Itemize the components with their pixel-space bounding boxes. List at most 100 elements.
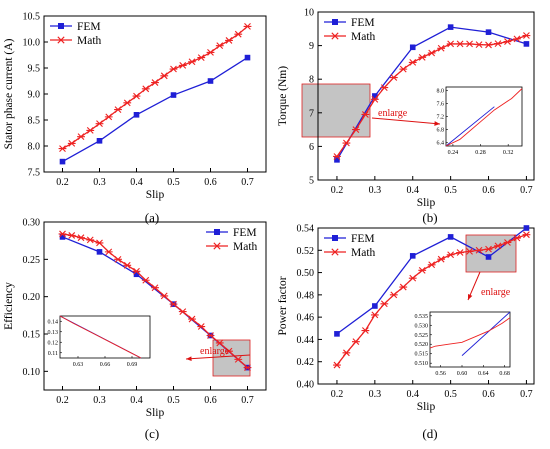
- x-tick-label: 0.4: [406, 389, 419, 400]
- math-point: [114, 255, 122, 263]
- legend-label: Math: [233, 241, 258, 253]
- math-point: [67, 140, 76, 147]
- y-tick-label: 7: [309, 108, 314, 119]
- math-point: [484, 245, 493, 253]
- math-point: [197, 323, 206, 330]
- math-point: [188, 58, 196, 66]
- inset-x-tick-label: 0.66: [100, 362, 111, 368]
- fem-point: [372, 303, 378, 309]
- inset-x-tick-label: 0.69: [127, 362, 138, 368]
- x-tick-label: 0.7: [241, 395, 254, 406]
- math-point: [446, 40, 455, 48]
- math-point: [389, 291, 398, 299]
- math-point: [141, 85, 150, 93]
- series-line-fem: [62, 57, 248, 163]
- x-tick-label: 0.2: [56, 395, 69, 406]
- math-point: [456, 249, 465, 256]
- x-tick-label: 0.5: [444, 389, 457, 400]
- inset-y-tick-label: 6.8: [437, 128, 445, 134]
- inset-series-line: [445, 88, 523, 147]
- math-point: [243, 364, 252, 371]
- math-point: [160, 72, 169, 80]
- math-point: [197, 54, 206, 61]
- series-line-fem: [336, 26, 527, 161]
- y-tick-label: 8.5: [28, 116, 41, 127]
- zoom-inset: 0.63 0.66 0.69 0.14 0.13 0.12 0.11: [48, 315, 151, 368]
- math-point: [95, 239, 104, 247]
- math-point: [123, 99, 132, 107]
- math-point: [427, 49, 436, 57]
- math-point: [399, 65, 408, 73]
- inset-x-tick-label: 0.63: [73, 362, 84, 368]
- fem-point: [133, 271, 140, 278]
- y-tick-label: 9: [309, 41, 314, 52]
- plot-frame: [317, 11, 535, 181]
- y-axis-label: Torque (Nm): [277, 66, 289, 126]
- y-tick-label: 0.54: [297, 224, 315, 235]
- panel-label: (a): [145, 210, 159, 225]
- panel-label: (b): [422, 210, 437, 225]
- math-point: [513, 35, 521, 43]
- math-point: [58, 145, 67, 152]
- inset-y-tick-label: 0.11: [48, 351, 58, 357]
- math-point: [522, 32, 531, 39]
- math-point: [465, 40, 474, 48]
- legend-square-icon: [332, 235, 338, 241]
- y-tick-label: 0.52: [297, 246, 315, 257]
- fem-point: [96, 138, 103, 144]
- panel-label: (c): [145, 426, 159, 441]
- y-tick-label: 0.42: [297, 357, 315, 368]
- math-point: [104, 113, 113, 121]
- enlarge-region-box: [212, 339, 251, 377]
- inset-frame: [429, 311, 511, 368]
- math-point: [427, 261, 436, 269]
- x-tick-label: 0.6: [204, 177, 217, 188]
- inset-frame: [59, 315, 151, 359]
- x-axis-label: Slip: [417, 197, 436, 209]
- y-tick-label: 8: [309, 75, 314, 86]
- x-tick-label: 0.5: [167, 395, 180, 406]
- y-tick-label: 0.20: [23, 292, 41, 303]
- inset-series-line: [429, 317, 511, 349]
- x-tick-label: 0.5: [444, 185, 457, 196]
- math-point: [151, 284, 159, 292]
- chart-panel-2: 0.2 0.3 0.4 0.5 0.6 0.7 5 6 7 8 9 10 Slip Torque (Nm)…: [277, 8, 535, 225]
- legend-star-icon: [212, 242, 222, 250]
- inset-y-tick-label: 0.535: [415, 314, 429, 320]
- inset-series-line: [461, 311, 511, 356]
- fem-point: [207, 78, 214, 84]
- series-line-fem: [336, 227, 527, 335]
- math-point: [437, 44, 446, 52]
- x-tick-label: 0.3: [369, 185, 382, 196]
- enlarge-region-box: [465, 234, 517, 273]
- x-tick-label: 0.7: [520, 185, 533, 196]
- inset-y-tick-label: 7.2: [437, 115, 445, 121]
- plot-frame: [43, 221, 267, 391]
- math-point: [123, 261, 132, 269]
- enlarge-region-box: [301, 83, 371, 138]
- fem-point: [59, 234, 66, 240]
- x-tick-label: 0.4: [406, 185, 419, 196]
- y-axis-label: Stator phase current (A): [3, 38, 15, 149]
- math-point: [446, 251, 455, 259]
- inset-x-tick-label: 0.60: [457, 371, 468, 377]
- math-point: [169, 300, 178, 308]
- panel-label: (d): [422, 426, 437, 441]
- y-tick-label: 0.44: [297, 335, 315, 346]
- fem-point: [133, 112, 140, 118]
- legend-square-icon: [214, 229, 220, 235]
- math-point: [351, 126, 360, 133]
- math-point: [132, 267, 141, 275]
- math-point: [351, 338, 360, 346]
- y-tick-label: 5: [309, 176, 314, 187]
- math-point: [86, 127, 95, 134]
- legend-square-icon: [332, 19, 338, 25]
- chart-panel-4: 0.2 0.3 0.4 0.5 0.6 0.7 0.40 0.42 0.44 0.46 0.48 0.…: [277, 224, 535, 441]
- legend-label: FEM: [233, 227, 257, 239]
- zoom-inset: 0.56 0.60 0.64 0.68 0.535 0.530 0.525 0.520 0.51…: [415, 311, 511, 377]
- math-point: [114, 106, 122, 113]
- enlarge-arrow: [371, 117, 441, 125]
- inset-x-tick-label: 0.24: [448, 150, 459, 156]
- fem-point: [372, 93, 378, 99]
